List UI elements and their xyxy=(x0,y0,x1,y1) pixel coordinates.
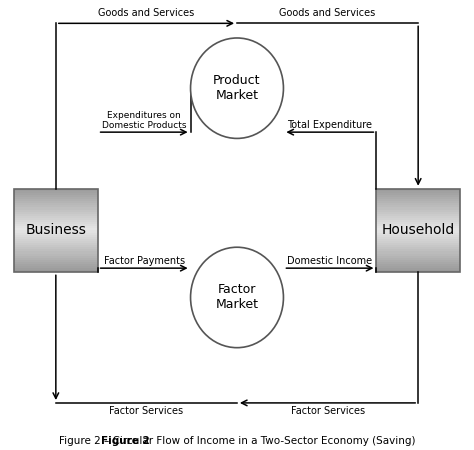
Bar xyxy=(14,212,98,214)
Bar xyxy=(14,195,98,197)
Bar xyxy=(376,214,460,216)
Bar xyxy=(376,193,460,195)
Text: Factor Payments: Factor Payments xyxy=(103,256,185,266)
Bar xyxy=(376,229,460,230)
Bar xyxy=(376,195,460,197)
Bar xyxy=(14,260,98,262)
Bar xyxy=(14,229,98,230)
Bar xyxy=(376,268,460,270)
Text: Goods and Services: Goods and Services xyxy=(280,8,376,18)
Bar xyxy=(376,230,460,233)
Bar xyxy=(14,239,98,241)
Bar xyxy=(376,256,460,258)
Bar xyxy=(14,249,98,252)
Ellipse shape xyxy=(191,247,283,348)
Bar xyxy=(376,258,460,260)
Bar xyxy=(376,262,460,264)
Bar xyxy=(14,234,98,237)
Bar xyxy=(376,207,460,210)
Bar xyxy=(14,224,98,226)
Text: Expenditures on
Domestic Products: Expenditures on Domestic Products xyxy=(102,111,186,130)
Bar xyxy=(376,249,460,252)
Bar xyxy=(14,241,98,243)
Bar xyxy=(376,252,460,253)
Text: Figure 2 – Circular Flow of Income in a Two-Sector Economy (Saving): Figure 2 – Circular Flow of Income in a … xyxy=(59,436,415,446)
Bar xyxy=(14,245,98,247)
Ellipse shape xyxy=(191,38,283,139)
Bar xyxy=(376,212,460,214)
Bar xyxy=(376,199,460,201)
Text: Figure 2: Figure 2 xyxy=(101,436,150,446)
Bar xyxy=(14,233,98,235)
Bar xyxy=(376,245,460,247)
Bar xyxy=(14,237,98,239)
Text: Business: Business xyxy=(26,224,86,238)
Bar xyxy=(14,270,98,272)
Bar xyxy=(14,268,98,270)
Bar xyxy=(376,189,460,191)
Bar xyxy=(376,266,460,268)
Bar xyxy=(14,191,98,193)
Text: Total Expenditure: Total Expenditure xyxy=(287,120,373,130)
Bar xyxy=(14,243,98,245)
Bar xyxy=(14,197,98,199)
Bar xyxy=(14,253,98,256)
Text: Factor Services: Factor Services xyxy=(109,406,183,416)
Bar xyxy=(376,189,460,272)
Bar xyxy=(376,253,460,256)
Bar xyxy=(376,201,460,203)
Bar xyxy=(376,247,460,249)
Bar xyxy=(376,220,460,222)
Bar xyxy=(376,234,460,237)
Bar xyxy=(14,222,98,224)
Bar xyxy=(376,205,460,207)
Bar xyxy=(14,201,98,203)
Bar xyxy=(14,203,98,205)
Bar xyxy=(376,270,460,272)
Bar xyxy=(376,203,460,205)
Bar xyxy=(376,233,460,235)
Bar xyxy=(14,266,98,268)
Text: Goods and Services: Goods and Services xyxy=(98,8,194,18)
Bar xyxy=(14,199,98,201)
Bar xyxy=(14,218,98,220)
Bar xyxy=(376,237,460,239)
Bar xyxy=(376,216,460,218)
Bar xyxy=(14,193,98,195)
Bar xyxy=(376,260,460,262)
Bar xyxy=(14,189,98,272)
Text: Factor
Market: Factor Market xyxy=(216,284,258,311)
Bar xyxy=(14,258,98,260)
Text: Domestic Income: Domestic Income xyxy=(287,256,373,266)
Bar xyxy=(14,230,98,233)
Bar xyxy=(376,218,460,220)
Bar xyxy=(376,243,460,245)
Bar xyxy=(14,262,98,264)
Bar xyxy=(14,189,98,191)
Bar xyxy=(14,210,98,212)
Bar xyxy=(14,256,98,258)
Bar xyxy=(376,210,460,212)
Bar xyxy=(376,224,460,226)
Bar xyxy=(376,191,460,193)
Text: Product
Market: Product Market xyxy=(213,74,261,102)
Bar xyxy=(14,226,98,229)
Bar xyxy=(14,252,98,253)
Bar xyxy=(14,207,98,210)
Bar xyxy=(376,264,460,266)
Text: Household: Household xyxy=(382,224,455,238)
Bar xyxy=(14,214,98,216)
Bar xyxy=(376,197,460,199)
Bar xyxy=(14,247,98,249)
Text: Factor Services: Factor Services xyxy=(291,406,365,416)
Bar xyxy=(14,216,98,218)
Bar xyxy=(14,220,98,222)
Bar xyxy=(376,239,460,241)
Bar xyxy=(376,222,460,224)
Bar xyxy=(14,264,98,266)
Bar xyxy=(14,205,98,207)
Bar xyxy=(376,241,460,243)
Bar xyxy=(376,226,460,229)
